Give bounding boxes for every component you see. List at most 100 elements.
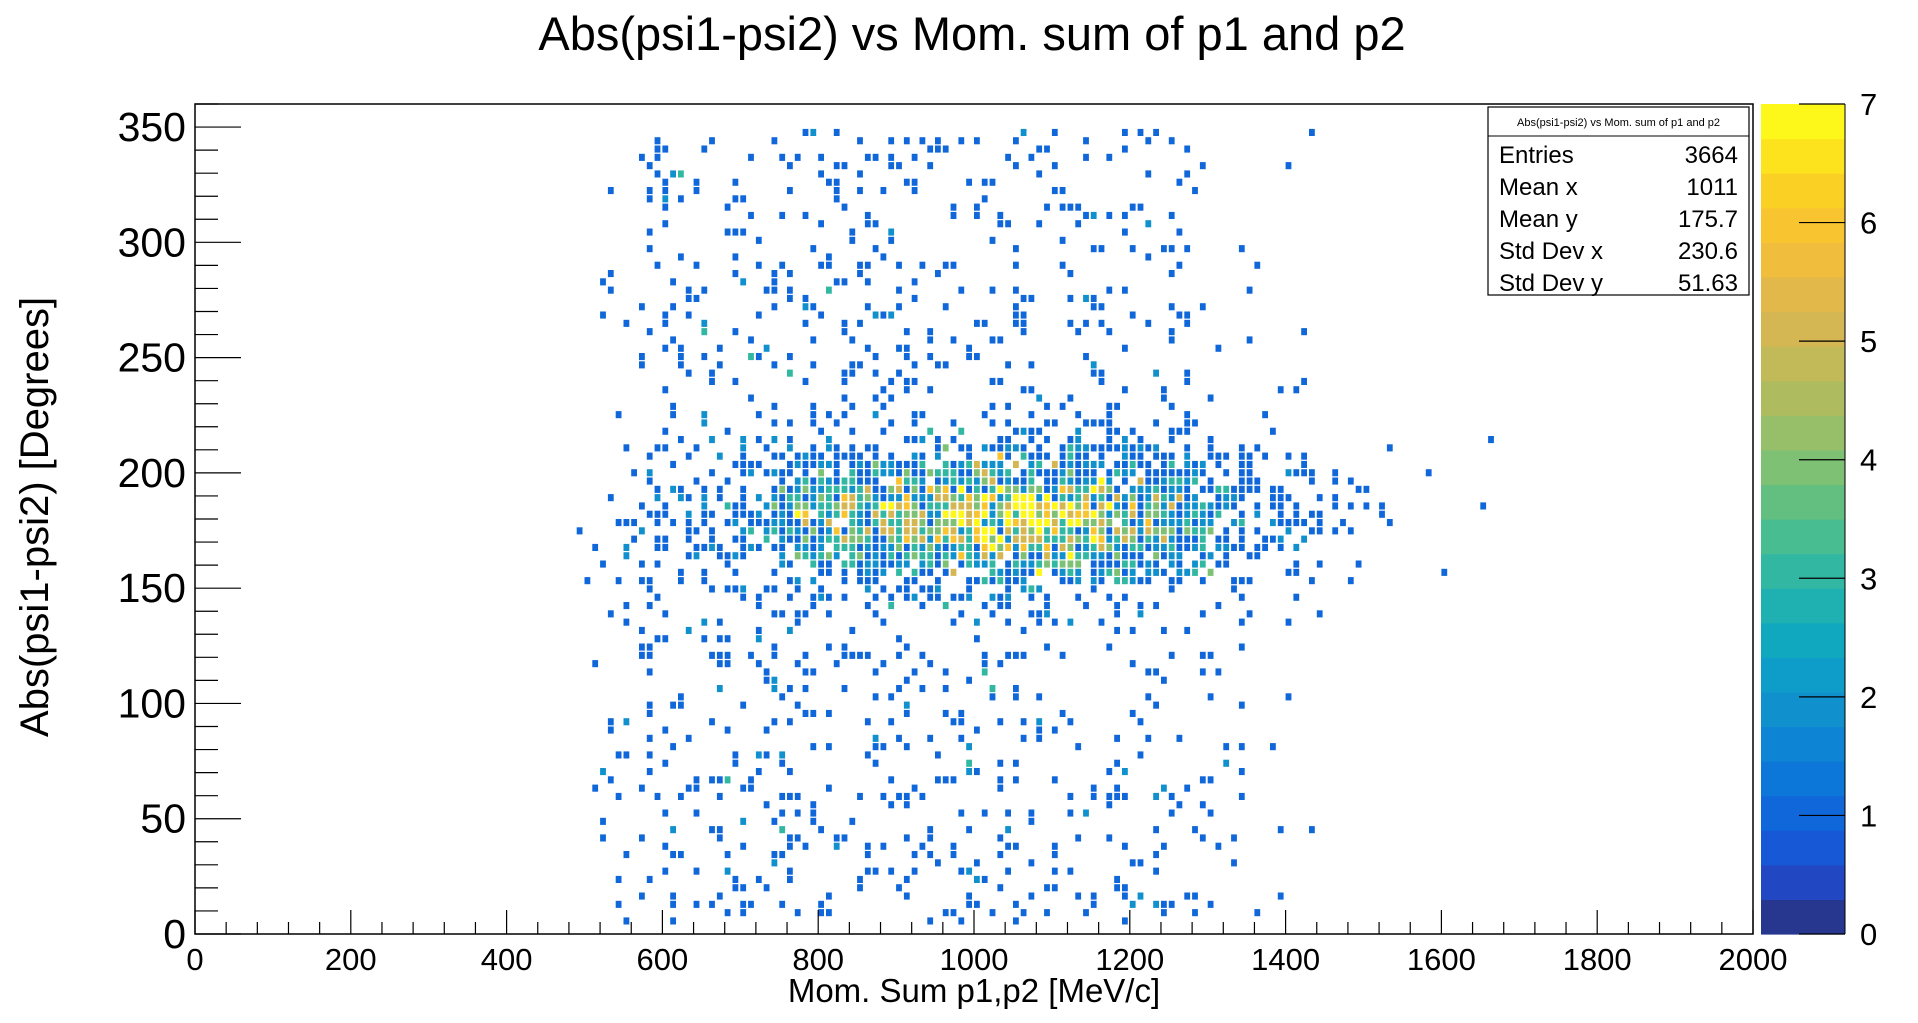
x-tick-label: 800 <box>792 942 844 977</box>
histogram-cell <box>670 336 676 344</box>
histogram-cell <box>966 485 972 493</box>
histogram-cell <box>935 137 941 145</box>
histogram-cell <box>724 726 731 734</box>
histogram-cell <box>1176 261 1183 269</box>
histogram-cell <box>935 494 941 502</box>
histogram-cell <box>1207 502 1214 510</box>
histogram-cell <box>974 560 980 568</box>
histogram-cell <box>864 519 871 527</box>
histogram-cell <box>763 751 770 759</box>
histogram-cell <box>1013 319 1019 327</box>
histogram-cell <box>1067 867 1074 875</box>
histogram-cell <box>958 137 965 145</box>
histogram-cell <box>810 560 817 568</box>
histogram-cell <box>1129 527 1136 535</box>
histogram-cell <box>966 676 972 684</box>
color-scale-band <box>1761 588 1845 624</box>
histogram-cell <box>1020 386 1027 394</box>
histogram-cell <box>826 460 832 468</box>
histogram-cell <box>872 543 879 551</box>
histogram-cell <box>1013 535 1019 543</box>
histogram-cell <box>1153 535 1159 543</box>
histogram-cell <box>1059 709 1066 717</box>
histogram-cell <box>1176 519 1183 527</box>
histogram-cell <box>607 187 614 195</box>
histogram-cell <box>919 137 926 145</box>
histogram-cell <box>896 543 902 551</box>
histogram-cell <box>771 859 778 867</box>
histogram-cell <box>896 286 902 294</box>
histogram-cell <box>1161 552 1167 560</box>
histogram-cell <box>935 751 941 759</box>
histogram-cell <box>1285 519 1292 527</box>
histogram-cell <box>1137 602 1144 610</box>
histogram-cell <box>701 510 708 518</box>
histogram-cell <box>810 245 817 253</box>
histogram-cell <box>1192 560 1198 568</box>
histogram-cell <box>1184 411 1191 419</box>
histogram-cell <box>1020 519 1027 527</box>
histogram-cell <box>888 377 895 385</box>
histogram-cell <box>1044 145 1050 153</box>
histogram-cell <box>1153 568 1159 576</box>
histogram-cell <box>1301 452 1307 460</box>
histogram-cell <box>927 353 934 361</box>
histogram-cell <box>880 560 887 568</box>
histogram-cell <box>1036 693 1043 701</box>
histogram-cell <box>1036 726 1043 734</box>
histogram-cell <box>1184 626 1191 634</box>
histogram-cell <box>919 568 926 576</box>
histogram-cell <box>888 452 895 460</box>
histogram-cell <box>1285 452 1292 460</box>
histogram-cell <box>1168 809 1175 817</box>
histogram-cell <box>1254 444 1261 452</box>
histogram-cell <box>1153 668 1159 676</box>
histogram-cell <box>1075 502 1082 510</box>
histogram-cell <box>678 568 684 576</box>
histogram-cell <box>615 751 622 759</box>
histogram-cell <box>942 668 949 676</box>
histogram-cell <box>849 560 856 568</box>
histogram-cell <box>1122 892 1128 900</box>
histogram-cell <box>942 776 949 784</box>
histogram-cell <box>1184 460 1191 468</box>
histogram-cell <box>779 552 786 560</box>
histogram-cell <box>810 460 817 468</box>
histogram-cell <box>802 211 809 219</box>
histogram-cell <box>974 211 980 219</box>
histogram-cell <box>818 427 824 435</box>
histogram-cell <box>919 602 926 610</box>
histogram-cell <box>849 228 856 236</box>
histogram-cell <box>981 444 988 452</box>
histogram-cell <box>701 494 708 502</box>
histogram-cell <box>1363 485 1370 493</box>
histogram-cell <box>646 875 653 883</box>
histogram-cell <box>1168 552 1175 560</box>
histogram-cell <box>849 494 856 502</box>
histogram-cell <box>818 585 824 593</box>
histogram-cell <box>903 377 910 385</box>
histogram-cell <box>810 801 817 809</box>
histogram-cell <box>1122 444 1128 452</box>
histogram-cell <box>1309 477 1315 485</box>
histogram-cell <box>794 535 801 543</box>
histogram-cell <box>787 535 793 543</box>
histogram-cell <box>1137 892 1144 900</box>
histogram-cell <box>896 485 902 493</box>
histogram-cell <box>1168 211 1175 219</box>
histogram-cell <box>989 444 996 452</box>
histogram-cell <box>1036 510 1043 518</box>
color-scale-band <box>1761 519 1845 555</box>
histogram-cell <box>1106 527 1113 535</box>
histogram-cell <box>748 651 754 659</box>
histogram-cell <box>888 519 895 527</box>
histogram-cell <box>787 286 793 294</box>
histogram-cell <box>1075 552 1082 560</box>
histogram-cell <box>639 560 645 568</box>
histogram-cell <box>1098 245 1105 253</box>
histogram-cell <box>864 220 871 228</box>
histogram-cell <box>841 394 848 402</box>
histogram-cell <box>880 792 887 800</box>
histogram-cell <box>639 153 645 161</box>
histogram-cell <box>1090 784 1097 792</box>
